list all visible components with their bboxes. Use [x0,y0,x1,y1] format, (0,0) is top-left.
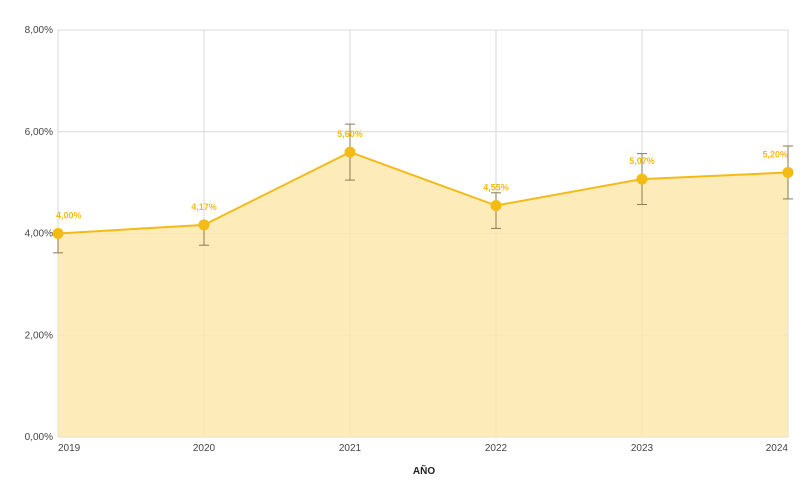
x-axis-title: AÑO [413,464,435,477]
data-point [782,166,794,178]
y-axis-ticks: 0,00% 2,00% 4,00% 6,00% 8,00% [25,25,53,443]
y-tick-label: 2,00% [25,330,53,341]
data-point [490,200,502,212]
y-tick-label: 8,00% [25,25,53,36]
y-tick-label: 6,00% [25,127,53,138]
data-label: 4,17% [191,202,217,212]
data-point [344,146,356,158]
data-label: 4,00% [56,211,82,221]
x-tick-label: 2024 [766,443,789,454]
area-fill-layer [57,151,789,437]
series-line [57,151,789,235]
x-tick-label: 2021 [339,443,362,454]
x-tick-label: 2023 [631,443,654,454]
x-tick-label: 2022 [485,443,508,454]
y-tick-label: 4,00% [25,229,53,240]
data-point [198,219,210,231]
data-labels: 4,00% 4,17% 5,60% 4,55% 5,07% 5,20% [56,129,788,220]
data-label: 5,07% [629,156,655,166]
data-label: 5,20% [762,149,788,159]
data-label: 4,55% [483,183,509,193]
x-tick-label: 2019 [58,443,81,454]
x-axis-ticks: 2019 2020 2021 2022 2023 2024 [58,443,788,454]
data-point [636,173,648,185]
area-fill [58,152,788,437]
data-points [52,146,794,239]
data-label: 5,60% [337,129,363,139]
data-point [52,228,64,239]
y-tick-label: 0,00% [25,432,53,443]
x-tick-label: 2020 [193,443,216,454]
